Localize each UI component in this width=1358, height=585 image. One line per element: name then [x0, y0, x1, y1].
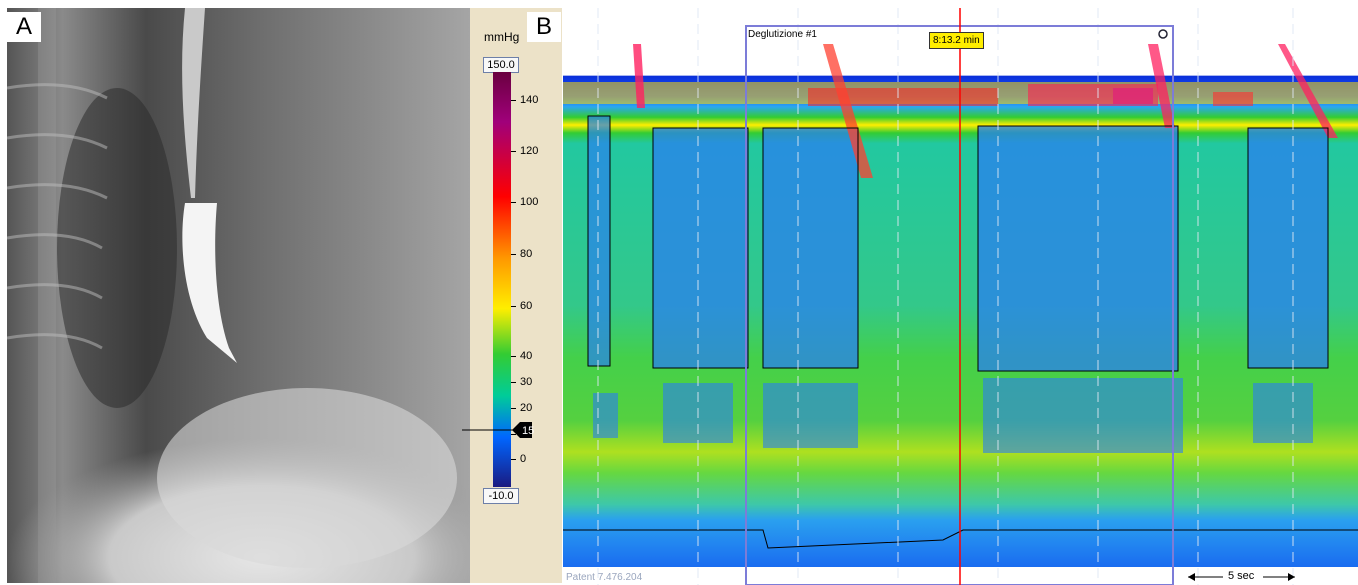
colorbar-unit-label: mmHg [484, 30, 520, 44]
colorbar-tick [511, 254, 516, 255]
colorbar-tick-label: 100 [520, 196, 539, 208]
barium-xray-image [7, 8, 470, 583]
colorbar-tick-label: 80 [520, 248, 533, 260]
pressure-colorbar [493, 72, 511, 487]
time-scale-label: 5 sec [1228, 570, 1255, 582]
colorbar-tick-label: 30 [520, 376, 533, 388]
isobar-marker-value: 15 [522, 425, 534, 437]
colorbar-tick-label: 120 [520, 145, 539, 157]
patient-label: Patent 7.476.204 [566, 572, 643, 583]
pressure-topography-plot[interactable] [563, 8, 1358, 585]
colorbar-min-field[interactable]: -10.0 [483, 488, 519, 504]
colorbar-max-field[interactable]: 150.0 [483, 57, 519, 73]
isobar-marker[interactable]: 15 [462, 420, 552, 440]
colorbar-tick-label: 60 [520, 300, 533, 312]
colorbar-tick [511, 459, 516, 460]
colorbar-tick [511, 100, 516, 101]
colorbar-tick [511, 306, 516, 307]
swallow-event-label: Deglutizione #1 [748, 29, 817, 40]
colorbar-tick [511, 434, 516, 435]
colorbar-tick-label: 20 [520, 402, 533, 414]
colorbar-tick [511, 382, 516, 383]
colorbar-panel [470, 8, 562, 583]
panel-b-label: B [527, 12, 561, 42]
cursor-time-badge: 8:13.2 min [929, 32, 984, 49]
colorbar-tick-label: 0 [520, 453, 527, 465]
colorbar-tick-label: 40 [520, 350, 533, 362]
colorbar-tick-label: 140 [520, 94, 539, 106]
panel-a-label: A [7, 12, 41, 42]
colorbar-tick [511, 202, 516, 203]
colorbar-tick [511, 408, 516, 409]
colorbar-tick [511, 356, 516, 357]
colorbar-tick [511, 151, 516, 152]
